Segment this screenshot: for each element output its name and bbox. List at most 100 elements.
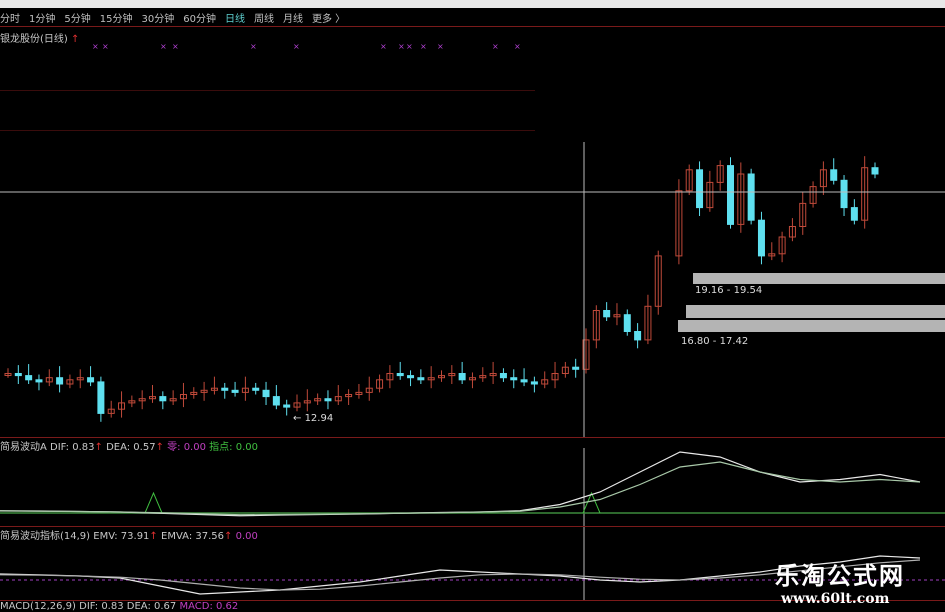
candle <box>768 253 776 257</box>
candle <box>850 207 858 221</box>
dif-value: DIF: 0.83 <box>79 601 124 612</box>
period-tab[interactable]: 60分钟 <box>183 13 216 25</box>
candle <box>675 190 683 257</box>
emv-value: EMV: 73.91 <box>93 531 150 542</box>
divider <box>0 26 945 27</box>
signal-marker: × <box>514 42 521 51</box>
period-tab[interactable]: 1分钟 <box>29 13 56 25</box>
price-zone-band <box>693 273 945 284</box>
signal-marker: × <box>172 42 179 51</box>
zone-label: 19.16 - 19.54 <box>695 285 763 296</box>
zone-label: 16.80 - 17.42 <box>681 336 749 347</box>
period-tab[interactable]: 分时 <box>0 13 20 25</box>
candle <box>365 387 373 393</box>
emva-line <box>0 559 921 591</box>
price-zone-band <box>678 320 945 332</box>
dea-value: DEA: 0.67 <box>126 601 177 612</box>
candle <box>118 402 126 410</box>
candle <box>654 255 662 307</box>
signal-marker: × <box>102 42 109 51</box>
watermark: 乐淘公式网 www.60lt.com <box>775 556 905 607</box>
candle <box>76 377 84 381</box>
divider <box>0 526 945 527</box>
watermark-title: 乐淘公式网 <box>775 562 905 590</box>
candle <box>582 339 590 370</box>
candle <box>541 379 549 385</box>
candle <box>231 389 239 393</box>
candle <box>262 389 270 398</box>
candle <box>179 394 187 400</box>
candle <box>644 305 652 341</box>
candle <box>303 400 311 404</box>
signal-marker: × <box>398 42 405 51</box>
gridline <box>0 90 535 91</box>
candle <box>56 377 64 385</box>
candle <box>190 391 198 395</box>
candle <box>510 377 518 381</box>
candle <box>345 394 353 398</box>
candle <box>66 379 74 385</box>
candle <box>107 408 115 414</box>
signal-marker: × <box>437 42 444 51</box>
candle <box>788 226 796 238</box>
period-tab[interactable]: 周线 <box>253 13 274 25</box>
candle <box>4 373 12 376</box>
zero-value: 零: 0.00 <box>167 442 206 453</box>
candle <box>14 373 22 377</box>
gridline <box>0 130 535 131</box>
watermark-url: www.60lt.com <box>781 591 890 607</box>
candle <box>221 387 229 391</box>
candle <box>396 373 404 377</box>
candle <box>438 375 445 379</box>
candle <box>706 181 714 209</box>
low-price-label: ← 12.94 <box>293 413 334 424</box>
signal-triangle <box>582 491 601 514</box>
candle <box>499 373 507 379</box>
menu-bar <box>0 0 945 8</box>
period-tab[interactable]: 30分钟 <box>141 13 175 25</box>
period-tab[interactable]: 15分钟 <box>99 13 133 25</box>
candle <box>25 375 33 381</box>
candle <box>623 314 631 333</box>
indicator-name: MACD(12,26,9) <box>0 601 76 612</box>
candle <box>314 398 322 402</box>
candle <box>840 179 848 209</box>
candle <box>417 377 425 381</box>
candle <box>634 331 642 341</box>
emva-value: EMVA: 37.56 <box>161 531 224 542</box>
dif-line <box>0 451 921 517</box>
candle <box>283 404 291 408</box>
candle <box>530 381 538 385</box>
signal-marker: × <box>420 42 427 51</box>
candle <box>561 366 569 375</box>
candle <box>293 402 301 408</box>
point-value: 指点: 0.00 <box>209 442 258 453</box>
candle <box>458 373 466 381</box>
panel-c-header: MACD(12,26,9) DIF: 0.83 DEA: 0.67 MACD: … <box>0 601 238 612</box>
candle <box>778 236 786 255</box>
low-price-value: 12.94 <box>304 413 334 424</box>
candle <box>819 169 827 188</box>
period-tab[interactable]: 日线 <box>224 13 245 25</box>
candle <box>861 167 869 221</box>
candle <box>427 377 435 381</box>
divider <box>0 600 945 601</box>
candle <box>241 387 249 393</box>
period-tab[interactable]: 更多 〉 <box>311 13 346 25</box>
candle <box>479 375 487 379</box>
indicator-name: 简易波动A <box>0 442 47 453</box>
candle <box>169 398 177 402</box>
candle <box>613 314 621 318</box>
candle <box>696 169 704 209</box>
candle <box>159 396 167 402</box>
signal-marker: × <box>406 42 413 51</box>
candle <box>407 375 415 379</box>
period-tab[interactable]: 月线 <box>282 13 303 25</box>
candle <box>727 165 734 225</box>
arrow-up-icon[interactable]: ↑ <box>71 34 80 45</box>
candle <box>87 377 95 383</box>
panel-b-header: 简易波动指标(14,9) EMV: 73.91↑ EMVA: 37.56↑ 0.… <box>0 531 258 542</box>
candle <box>324 398 332 402</box>
period-tab[interactable]: 5分钟 <box>64 13 91 25</box>
